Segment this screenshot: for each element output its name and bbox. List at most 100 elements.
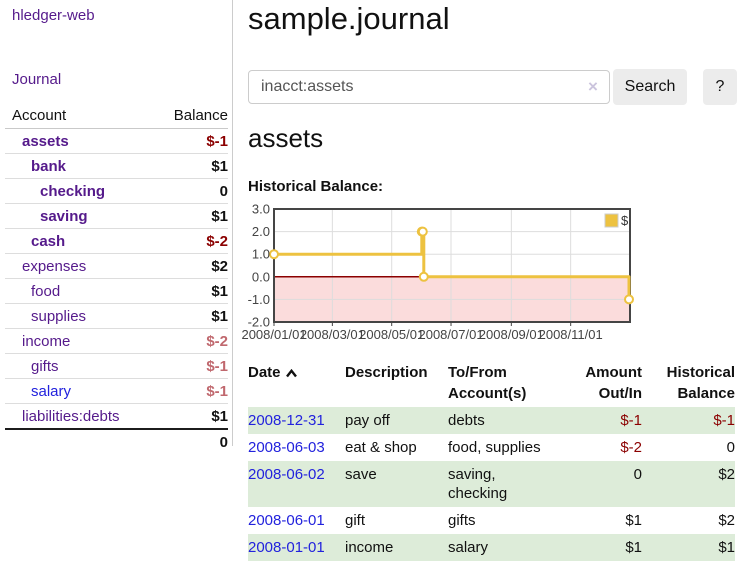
- transaction-accounts: debts: [448, 407, 585, 434]
- data-point-marker: [624, 294, 634, 305]
- account-balance: $-1: [156, 128, 228, 154]
- accounts-total-row: 0: [5, 428, 228, 454]
- date-column-header: Date: [248, 362, 345, 407]
- y-axis-tick-label: -1.0: [248, 292, 270, 307]
- search-button[interactable]: Search: [613, 69, 687, 105]
- account-link-cash[interactable]: cash: [31, 232, 66, 250]
- account-balance: 0: [156, 178, 228, 204]
- plot-border: [273, 208, 631, 323]
- amount-column-header: Amount Out/In: [585, 364, 642, 402]
- account-row: assets $-1: [5, 128, 228, 154]
- x-axis-tick-label: 2008/01/01: [241, 327, 306, 342]
- account-link-food[interactable]: food: [31, 282, 61, 300]
- transaction-accounts: salary: [448, 534, 585, 561]
- account-balance: $-2: [156, 328, 228, 354]
- account-balance: $-1: [156, 353, 228, 379]
- transaction-accounts: food, supplies: [448, 439, 541, 456]
- search-input[interactable]: [248, 70, 610, 104]
- register-table: Date Description To/From Account(s) Amou…: [248, 362, 735, 561]
- transaction-amount: $-2: [620, 439, 642, 456]
- account-row: salary $-1: [5, 378, 228, 404]
- account-balance: $1: [156, 303, 228, 329]
- account-balance: $1: [156, 203, 228, 229]
- register-header-row: Date Description To/From Account(s) Amou…: [248, 362, 735, 407]
- y-axis-tick-label: 2.0: [252, 224, 270, 239]
- transaction-amount: 0: [585, 461, 642, 507]
- account-link-saving[interactable]: saving: [40, 207, 88, 225]
- transaction-date-cell: 2008-12-31: [248, 407, 345, 434]
- account-row: expenses $2: [5, 253, 228, 279]
- legend-swatch: [604, 213, 619, 228]
- app-title-link[interactable]: hledger-web: [12, 7, 95, 24]
- transaction-row: 2008-12-31 pay off debts $-1 $-1: [248, 407, 735, 434]
- transaction-date-link[interactable]: 2008-12-31: [248, 412, 325, 429]
- journal-link[interactable]: Journal: [12, 71, 62, 88]
- transaction-description: pay off: [345, 407, 448, 434]
- account-link-expenses[interactable]: expenses: [22, 257, 87, 275]
- accounts-table: Account Balance assets $-1 bank $1 checking 0…: [5, 103, 228, 454]
- x-axis-tick-label: 2008/09/01: [479, 327, 544, 342]
- transaction-date-cell: 2008-06-01: [248, 507, 345, 534]
- transaction-date-cell: 2008-06-03: [248, 434, 345, 461]
- x-axis-tick-label: 2008/05/01: [359, 327, 424, 342]
- accounts-total-value: 0: [156, 428, 228, 454]
- account-link-assets[interactable]: assets: [22, 132, 69, 150]
- clear-search-icon[interactable]: ×: [588, 77, 598, 96]
- transaction-amount: $1: [625, 512, 642, 529]
- transaction-description: gift: [345, 512, 366, 529]
- historical-balance-chart: $3.0 2.0 1.0 0.0 -1.0 -2.02008/01/012008/03/0…: [241, 202, 634, 342]
- transaction-balance: $-1: [642, 407, 735, 434]
- transaction-date-link[interactable]: 2008-06-01: [248, 512, 325, 529]
- data-point-marker: [269, 249, 279, 260]
- account-link-bank[interactable]: bank: [31, 157, 67, 175]
- page-title: sample.journal: [248, 1, 450, 36]
- accounts-column-header: To/From Account(s): [448, 364, 527, 402]
- transaction-date-cell: 2008-01-01: [248, 534, 345, 561]
- account-row: checking 0: [5, 178, 228, 204]
- transaction-row: 2008-01-01 income salary $1 $1: [248, 534, 735, 561]
- data-point-marker: [417, 226, 428, 237]
- x-axis-tick-label: 2008/11/01: [539, 327, 603, 342]
- transaction-date-link[interactable]: 2008-06-03: [248, 439, 325, 456]
- account-section-title: assets: [248, 123, 324, 153]
- transaction-accounts: gifts: [448, 512, 476, 529]
- y-axis-tick-label: 1.0: [252, 247, 270, 262]
- account-row: bank $1: [5, 153, 228, 179]
- transaction-date-link[interactable]: 2008-01-01: [248, 539, 325, 556]
- transaction-balance: $1: [642, 534, 735, 561]
- balance-column-header: Balance: [156, 103, 228, 129]
- account-link-liabilities-debts[interactable]: liabilities:debts: [22, 407, 120, 425]
- transaction-amount: $-1: [585, 407, 642, 434]
- y-axis-tick-label: -2.0: [248, 315, 270, 330]
- transaction-date-link[interactable]: 2008-06-02: [248, 466, 325, 483]
- x-axis-tick-label: 2008/07/01: [418, 327, 483, 342]
- sort-ascending-icon: [285, 363, 298, 384]
- account-link-checking[interactable]: checking: [40, 182, 106, 200]
- description-column-header: Description: [345, 364, 428, 381]
- chart-title: Historical Balance:: [248, 178, 384, 195]
- account-balance: $1: [156, 153, 228, 179]
- balance-column-header-register: Historical Balance: [666, 364, 735, 402]
- transaction-balance: 0: [726, 439, 735, 456]
- legend-label: $: [621, 213, 629, 228]
- transaction-date-cell: 2008-06-02: [248, 461, 345, 507]
- transaction-description: income: [345, 534, 448, 561]
- account-column-header: Account: [5, 103, 157, 129]
- account-link-gifts[interactable]: gifts: [31, 357, 59, 375]
- transaction-balance: $2: [642, 461, 735, 507]
- help-button[interactable]: ?: [703, 69, 737, 105]
- sidebar: hledger-web Journal Account Balance asse…: [0, 0, 233, 454]
- account-row: gifts $-1: [5, 353, 228, 379]
- account-row: saving $1: [5, 203, 228, 229]
- y-axis-tick-label: 0.0: [252, 269, 270, 284]
- account-row: liabilities:debts $1: [5, 403, 228, 430]
- account-link-income[interactable]: income: [22, 332, 71, 350]
- account-balance: $2: [156, 253, 228, 279]
- account-link-supplies[interactable]: supplies: [31, 307, 87, 325]
- accounts-table-header: Account Balance: [5, 103, 228, 129]
- account-row: supplies $1: [5, 303, 228, 329]
- account-link-salary[interactable]: salary: [31, 382, 72, 400]
- account-balance: $1: [156, 278, 228, 304]
- data-point-marker: [418, 271, 429, 282]
